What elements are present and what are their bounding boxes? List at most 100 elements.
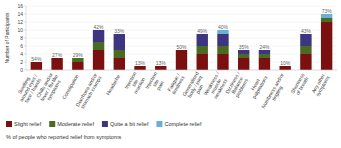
bar-segment: [217, 34, 228, 46]
annotation: 27%: [52, 52, 63, 58]
legend-swatch: [49, 121, 55, 127]
bar-segment: [93, 30, 104, 31]
x-tick: Constipation: [61, 73, 80, 100]
x-tick: Numbness and/ortingling: [260, 72, 290, 112]
tick-label: 4: [20, 51, 23, 57]
bar-segment: [238, 50, 249, 51]
grid-line: [26, 38, 337, 39]
x-axis-line: [26, 70, 337, 71]
bar-segment: [279, 66, 290, 70]
bar-segment: [155, 66, 166, 67]
x-tick: Generalisedbody / jointpain: [181, 70, 209, 102]
bar-segment: [114, 50, 125, 58]
x-tick: Headache: [105, 73, 122, 96]
bar-segment: [114, 34, 125, 50]
annotation: 49%: [197, 28, 208, 34]
bar-segment: [321, 14, 332, 18]
bar-segment: [300, 54, 311, 70]
bar-segment: [93, 42, 104, 50]
annotation: 13%: [135, 60, 146, 66]
x-tick: Chills and/orfever / flu-likesymptoms: [34, 70, 63, 104]
bar-segment: [176, 50, 187, 51]
x-tick: Injectionsitereaction: [123, 70, 147, 95]
tick-label: Numbness and/ortingling: [260, 72, 290, 112]
annotation: 73%: [322, 8, 333, 14]
bar-segment: [279, 66, 290, 67]
bar-segment: [217, 54, 228, 70]
tick-label: 8: [20, 35, 23, 41]
legend: Slight relief Moderate relief Quite a bit …: [6, 121, 202, 127]
tick-label: 6: [20, 43, 23, 49]
annotation: 50%: [176, 44, 187, 50]
tick-label: Injectionsitereaction: [123, 70, 147, 95]
bar-segment: [300, 46, 311, 54]
bar-segment: [51, 58, 62, 70]
tick-label: Headache: [105, 73, 122, 96]
bar-segment: [72, 58, 83, 59]
y-axis-label: Number of Participants: [4, 12, 10, 63]
annotation: 10%: [280, 60, 291, 66]
legend-label: Complete relief: [164, 121, 201, 127]
x-tick: Dizziness /Balanceproblems: [224, 70, 251, 100]
tick-label: Dizziness /Balanceproblems: [224, 70, 251, 100]
grid-line: [26, 6, 337, 7]
tick-label: Weakness /muscleweakness: [202, 70, 230, 101]
legend-swatch: [102, 121, 108, 127]
bar-segment: [51, 58, 62, 59]
bar-segment: [197, 34, 208, 35]
tick-label: Diarrhoea and/orstomach cramps: [74, 72, 103, 110]
grid-line: [26, 22, 337, 23]
legend-swatch: [156, 121, 162, 127]
bar-segment: [300, 34, 311, 46]
tick-label: Any othersymptoms: [310, 72, 331, 98]
bar-segment: [238, 54, 249, 58]
annotation: 13%: [156, 60, 167, 66]
bar-segment: [176, 50, 187, 70]
bar-segment: [238, 50, 249, 54]
bar-segment: [321, 22, 332, 70]
bar-segment: [134, 66, 145, 70]
x-tick: Shortnessof breath: [289, 72, 310, 98]
bar-segment: [155, 66, 166, 67]
bar-segment: [238, 58, 249, 70]
bar-segment: [259, 54, 270, 58]
tick-label: Constipation: [61, 73, 80, 100]
bar-segment: [134, 66, 145, 67]
bar-segment: [259, 58, 270, 70]
bar-segment: [72, 58, 83, 59]
bar-segment: [134, 66, 145, 67]
bar-segment: [31, 62, 42, 63]
tick-label: Shortnessof breath: [289, 72, 310, 98]
x-tick: Weakness /muscleweakness: [202, 70, 230, 101]
bar-segment: [321, 18, 332, 22]
bar-segment: [114, 34, 125, 35]
bar-segment: [259, 50, 270, 51]
bar-segment: [300, 34, 311, 35]
bar-segment: [51, 58, 62, 59]
annotation: 42%: [94, 24, 105, 30]
tick-label: 16: [17, 3, 23, 9]
tick-label: 10: [17, 27, 23, 33]
legend-label: Moderate relief: [57, 121, 94, 127]
legend-label: Quite a bit relief: [110, 121, 149, 127]
bar-segment: [31, 62, 42, 70]
legend-label: Slight relief: [14, 121, 42, 127]
bar-segment: [176, 50, 187, 51]
bars: [31, 14, 333, 70]
bar-segment: [31, 62, 42, 63]
bar-segment: [176, 50, 187, 51]
bar-segment: [134, 66, 145, 67]
annotation: 54%: [31, 56, 42, 62]
tick-label: 12: [17, 19, 23, 25]
tick-label: Chills and/orfever / flu-likesymptoms: [34, 70, 63, 104]
chart: 0246810121416Number of Participants54%27…: [0, 0, 341, 148]
grid-line: [26, 30, 337, 31]
annotation: 43%: [301, 28, 312, 34]
note: % of people who reported relief from sym…: [6, 134, 121, 140]
bar-segment: [72, 62, 83, 70]
tick-label: 14: [17, 11, 23, 17]
tick-label: 2: [20, 59, 23, 65]
x-tick: Injectionsitepain: [144, 70, 168, 95]
bar-segment: [217, 30, 228, 34]
bar-segment: [93, 30, 104, 42]
